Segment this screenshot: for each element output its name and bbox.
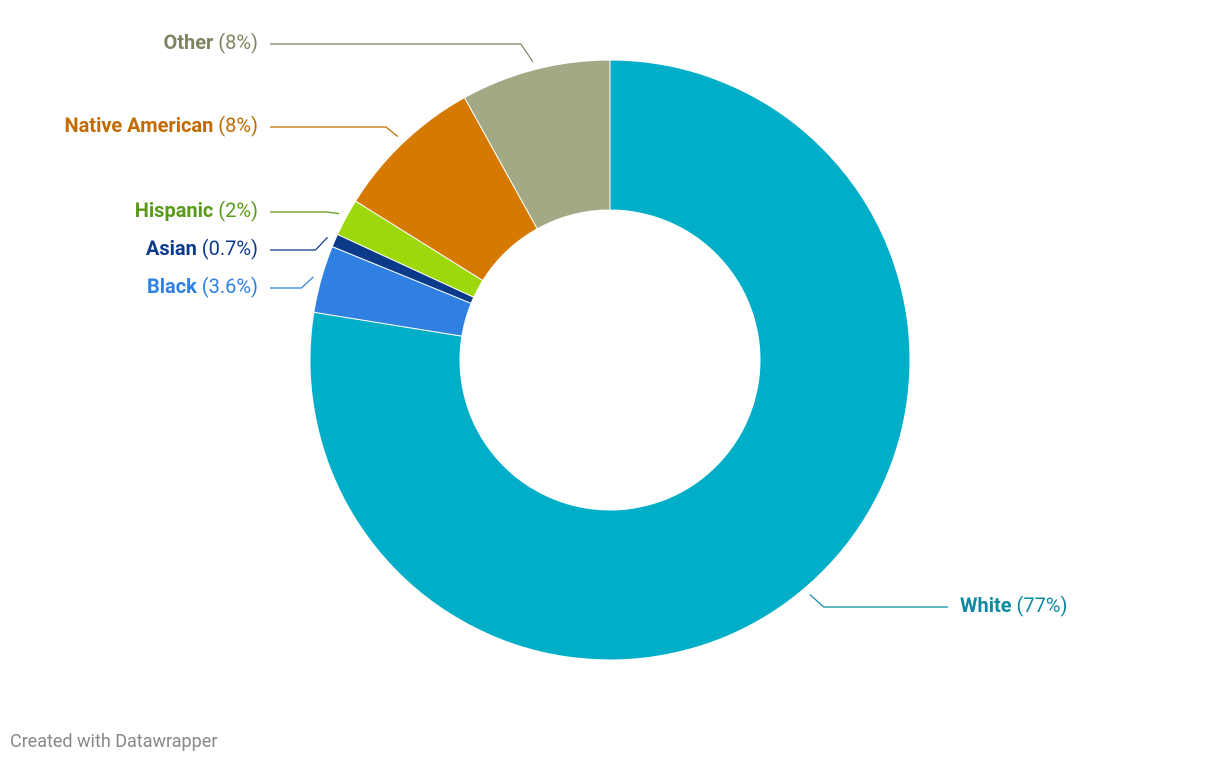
slice-label: Asian (0.7%): [146, 236, 258, 260]
label-name: Black: [147, 274, 197, 298]
slice-label: Other (8%): [163, 30, 258, 54]
leader-line: [270, 236, 328, 251]
slice-label: Hispanic (2%): [135, 198, 258, 222]
label-name: Native American: [64, 113, 213, 137]
leader-line: [270, 276, 314, 289]
leader-line: [270, 43, 534, 63]
label-name: Hispanic: [135, 198, 214, 222]
label-name: Other: [163, 30, 214, 54]
credit: Created with Datawrapper: [10, 731, 217, 752]
slice: [309, 59, 911, 661]
leader-line: [809, 594, 948, 608]
value-label: (8%): [218, 113, 258, 137]
leader-line: [270, 126, 399, 138]
value-label: (3.6%): [202, 274, 258, 298]
leader-line: [270, 211, 340, 215]
slice: [463, 59, 611, 230]
slice-label: Black (3.6%): [147, 274, 258, 298]
slice-label: Native American (8%): [64, 113, 258, 137]
slice-label: White (77%): [960, 593, 1067, 617]
labels: White (77%)Black (3.6%)Asian (0.7%)Hispa…: [64, 30, 1067, 617]
label-name: Asian: [146, 236, 197, 260]
value-label: (0.7%): [202, 236, 258, 260]
value-label: (2%): [218, 198, 258, 222]
label-name: White: [960, 593, 1012, 617]
value-label: (77%): [1017, 593, 1068, 617]
slices: [309, 59, 911, 661]
value-label: (8%): [218, 30, 258, 54]
